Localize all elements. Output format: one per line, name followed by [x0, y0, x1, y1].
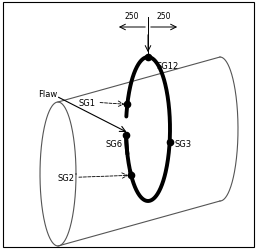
Text: Flaw: Flaw	[38, 90, 57, 99]
Text: SG12: SG12	[156, 62, 178, 71]
Text: SG2: SG2	[57, 173, 74, 182]
Text: 250: 250	[157, 12, 171, 21]
Text: SG6: SG6	[106, 140, 123, 149]
Text: 250: 250	[125, 12, 139, 21]
Text: SG3: SG3	[175, 140, 192, 148]
Text: SG1: SG1	[78, 98, 95, 108]
